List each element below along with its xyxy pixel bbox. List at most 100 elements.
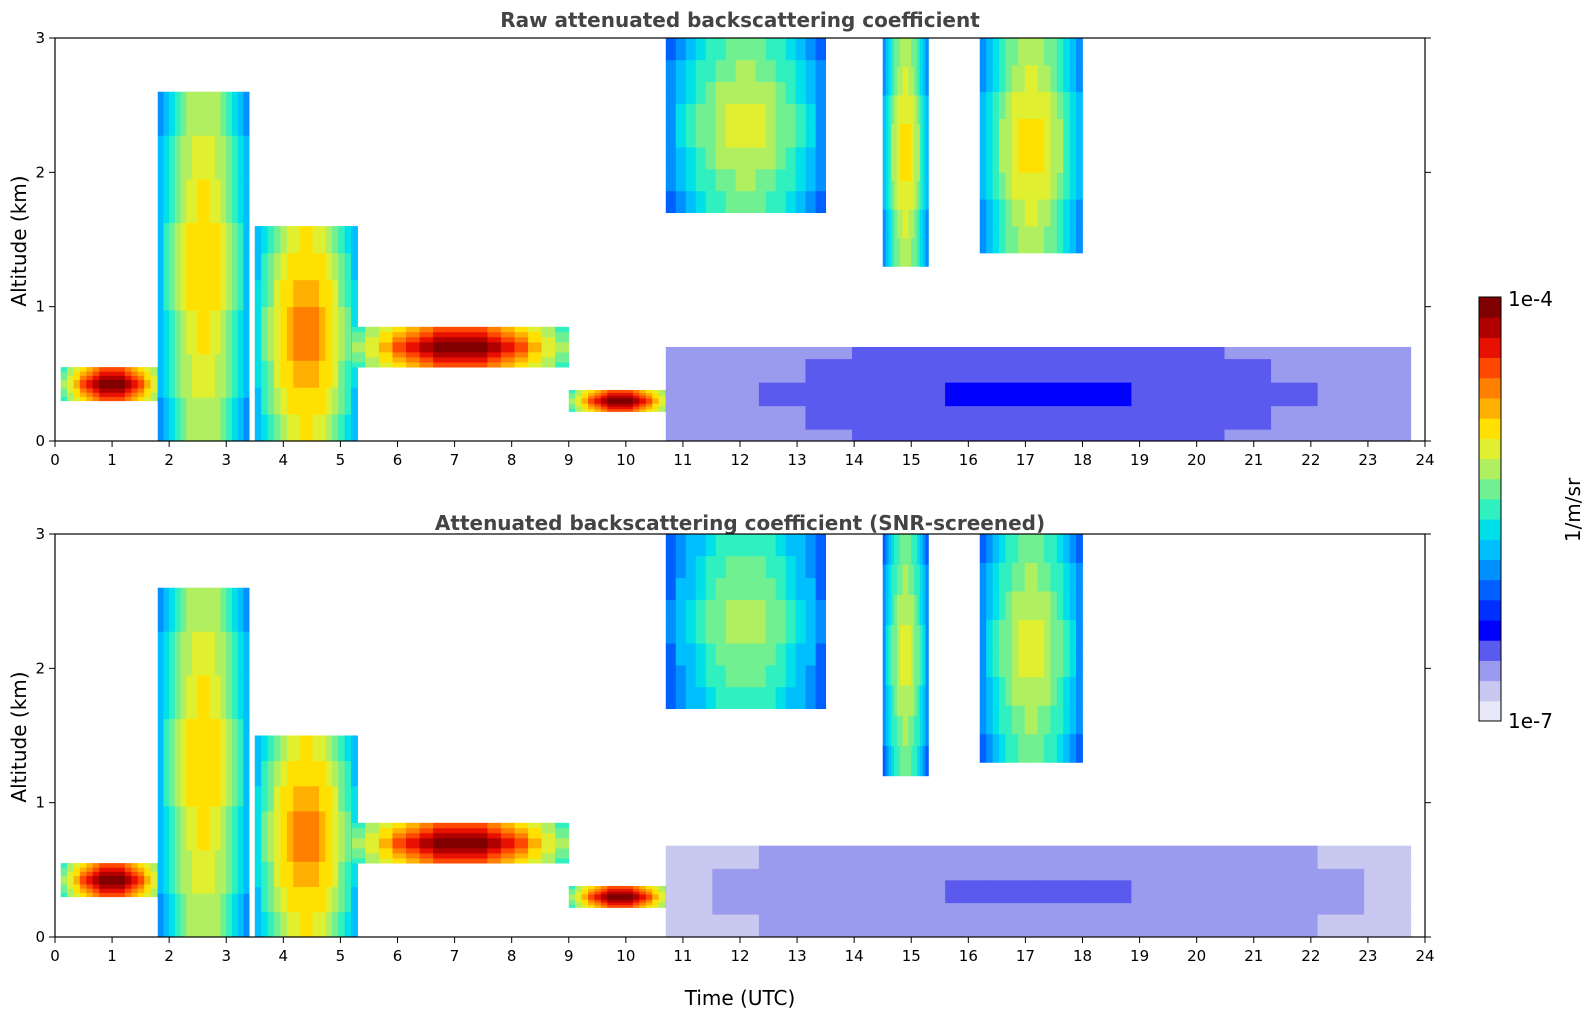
heatmap-cell <box>299 226 307 254</box>
heatmap-cell <box>607 904 615 908</box>
heatmap-cell <box>267 861 275 888</box>
heatmap-cell <box>163 135 170 180</box>
heatmap-cell <box>137 388 145 393</box>
heatmap-cell <box>231 587 239 632</box>
heatmap-cell <box>1005 676 1013 706</box>
heatmap-cell <box>157 587 164 632</box>
heatmap-cell <box>144 867 152 872</box>
heatmap-cell <box>150 871 158 877</box>
heatmap-cell <box>186 91 193 136</box>
heatmap-cell <box>805 393 853 407</box>
heatmap-cell <box>594 904 602 908</box>
heatmap-cell <box>712 382 760 395</box>
heatmap-cell <box>280 387 288 415</box>
heatmap-cell <box>1024 199 1032 227</box>
heatmap-cell <box>124 875 132 881</box>
heatmap-cell <box>231 222 239 267</box>
heatmap-cell <box>705 664 717 688</box>
heatmap-cell <box>73 379 81 385</box>
heatmap-cell <box>919 209 924 239</box>
heatmap-cell <box>1069 172 1077 200</box>
heatmap-cell <box>406 832 421 839</box>
heatmap-cell <box>755 103 767 126</box>
heatmap-cell <box>1177 914 1225 926</box>
heatmap-cell <box>406 357 421 363</box>
heatmap-cell <box>894 66 898 96</box>
heatmap-cell <box>203 91 210 136</box>
heatmap-cell <box>112 871 119 877</box>
heatmap-cell <box>1177 879 1225 892</box>
heatmap-cell <box>73 371 81 376</box>
heatmap-cell <box>575 392 582 396</box>
heatmap-cell <box>157 397 164 442</box>
heatmap-cell <box>896 654 901 686</box>
heatmap-cell <box>293 886 301 913</box>
heatmap-cell <box>243 762 250 807</box>
heatmap-cell <box>460 362 475 368</box>
heatmap-cell <box>67 367 74 372</box>
heatmap-cell <box>220 806 227 851</box>
heatmap-cell <box>999 199 1006 227</box>
heatmap-cell <box>658 888 666 892</box>
heatmap-cell <box>118 867 126 872</box>
heatmap-cell <box>1024 145 1032 173</box>
heatmap-cell <box>86 392 94 397</box>
heatmap-cell <box>795 621 807 644</box>
heatmap-cell <box>231 806 239 851</box>
heatmap-cell <box>914 209 918 239</box>
heatmap-cell <box>986 676 993 706</box>
heatmap-cell <box>899 123 904 153</box>
heatmap-cell <box>192 179 199 224</box>
heatmap-cell <box>1018 648 1026 678</box>
heatmap-cell <box>620 899 627 903</box>
heatmap-cell <box>137 371 145 376</box>
heatmap-cell <box>896 745 901 777</box>
heatmap-cell <box>237 893 244 938</box>
heatmap-cell <box>1131 370 1179 383</box>
heatmap-cell <box>419 822 434 829</box>
heatmap-cell <box>1024 619 1032 649</box>
heatmap-cell <box>433 362 448 368</box>
heatmap-cell <box>351 886 358 913</box>
heatmap-cell <box>613 902 621 906</box>
heatmap-cell <box>652 389 660 394</box>
y-tick-label: 0 <box>35 432 45 450</box>
heatmap-cell <box>197 310 204 355</box>
heatmap-cell <box>755 555 767 579</box>
heatmap-cell <box>775 599 787 622</box>
heatmap-cell <box>1131 891 1179 904</box>
heatmap-cell <box>131 867 139 872</box>
heatmap-cell <box>1084 845 1132 858</box>
heatmap-cell <box>105 863 113 868</box>
heatmap-cell <box>541 352 556 358</box>
heatmap-cell <box>60 388 68 393</box>
heatmap-cell <box>588 395 595 399</box>
heatmap-cell <box>775 555 787 579</box>
colorbar-swatch <box>1479 680 1501 702</box>
heatmap-cell <box>665 857 713 869</box>
heatmap-cell <box>1364 891 1412 904</box>
heatmap-cell <box>124 888 132 893</box>
heatmap-cell <box>758 868 806 881</box>
heatmap-cell <box>365 362 380 368</box>
heatmap-cell <box>180 849 187 894</box>
heatmap-cell <box>338 735 346 762</box>
heatmap-cell <box>1024 676 1032 706</box>
heatmap-cell <box>231 91 239 136</box>
heatmap-cell <box>446 357 461 363</box>
heatmap-cell <box>209 222 216 267</box>
heatmap-cell <box>888 685 892 716</box>
heatmap-cell <box>902 624 906 656</box>
heatmap-cell <box>1084 925 1132 938</box>
heatmap-cell <box>254 861 262 888</box>
heatmap-cell <box>174 849 181 894</box>
heatmap-cell <box>1177 902 1225 915</box>
heatmap-cell <box>86 388 94 393</box>
cirrus-3 <box>979 38 1083 254</box>
heatmap-cell <box>986 172 993 200</box>
heatmap-cell <box>594 899 602 903</box>
heatmap-cell <box>1050 591 1058 621</box>
heatmap-cell <box>1317 902 1365 915</box>
heatmap-cell <box>852 346 899 360</box>
heatmap-cell <box>665 417 713 430</box>
